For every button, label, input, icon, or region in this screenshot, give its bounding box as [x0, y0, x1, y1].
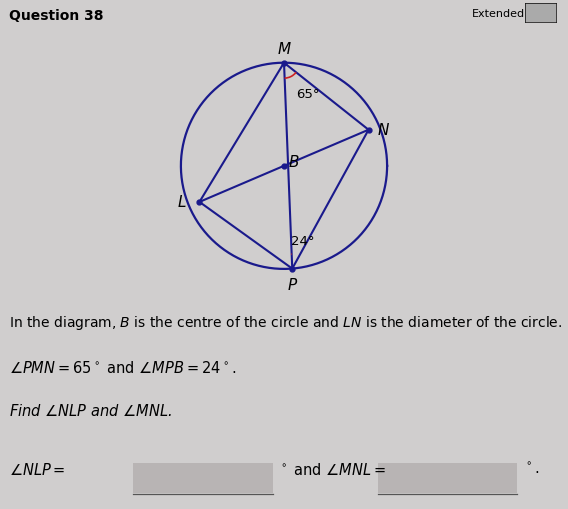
FancyBboxPatch shape: [133, 463, 273, 493]
Text: $^\circ$ and $\angle MNL =$: $^\circ$ and $\angle MNL =$: [278, 461, 386, 476]
Text: In the diagram, $B$ is the centre of the circle and $LN$ is the diameter of the : In the diagram, $B$ is the centre of the…: [9, 313, 562, 331]
Text: L: L: [178, 195, 186, 210]
Text: B: B: [289, 155, 299, 170]
Text: Find $\angle NLP$ and $\angle MNL$.: Find $\angle NLP$ and $\angle MNL$.: [9, 402, 172, 418]
Text: Extended: Extended: [471, 9, 525, 19]
FancyBboxPatch shape: [378, 463, 517, 493]
Text: $^\circ$.: $^\circ$.: [523, 461, 538, 476]
Text: M: M: [277, 42, 291, 56]
Text: 24°: 24°: [291, 235, 315, 247]
Text: N: N: [377, 123, 389, 138]
Text: Question 38: Question 38: [9, 9, 103, 23]
Text: P: P: [287, 277, 297, 292]
Text: $\angle NLP =$: $\angle NLP =$: [9, 461, 65, 476]
Text: 65°: 65°: [296, 88, 320, 100]
Text: $\angle PMN = 65^\circ$ and $\angle MPB = 24^\circ$.: $\angle PMN = 65^\circ$ and $\angle MPB …: [9, 359, 236, 375]
